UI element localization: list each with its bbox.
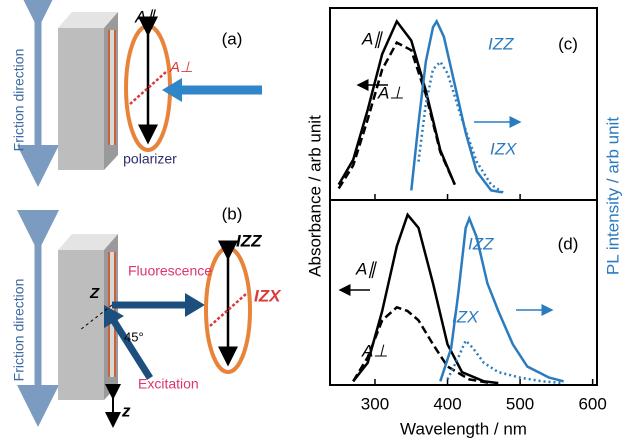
series-label: IZZ <box>468 234 494 253</box>
friction-label: Friction direction <box>11 49 27 152</box>
slab-front <box>58 250 104 400</box>
polarizer-label: polarizer <box>123 151 177 167</box>
excitation-label: Excitation <box>138 376 199 392</box>
x-tick-label: 400 <box>433 394 461 413</box>
z-lower-label: z <box>121 401 131 420</box>
diagram-b: Friction direction IZZ IZX Fluorescence … <box>11 204 282 426</box>
x-tick-label: 300 <box>361 394 389 413</box>
panel-label: (a) <box>222 29 243 48</box>
emission-head <box>185 293 205 317</box>
series-label: A⊥ <box>361 341 388 360</box>
diagram-a: Friction direction A∥ A⊥ polarizer (a) <box>11 7 262 180</box>
x-axis-label: Wavelength / nm <box>400 419 527 438</box>
series-label: A⊥ <box>377 83 404 102</box>
x-tick-label: 600 <box>578 394 606 413</box>
series-label: A∥ <box>355 259 377 278</box>
figure: Friction direction A∥ A⊥ polarizer (a) F… <box>0 0 629 441</box>
x-tick-label: 500 <box>506 394 534 413</box>
z-upper-label: Z <box>89 285 100 302</box>
panel-label: (b) <box>222 204 243 223</box>
slab-front <box>58 28 104 170</box>
perp-label: A⊥ <box>169 59 193 76</box>
panel-label: (d) <box>558 234 579 253</box>
incident-head <box>162 78 182 102</box>
plot-frame <box>330 8 597 385</box>
friction-label: Friction direction <box>11 279 27 382</box>
series-label: IZX <box>452 307 479 326</box>
zz-label: IZZ <box>236 231 262 250</box>
zx-label: IZX <box>254 286 282 305</box>
parallel-label: A∥ <box>134 7 156 26</box>
series-label: A∥ <box>361 29 383 48</box>
y2-axis-label: PL intensity / arb unit <box>603 117 622 275</box>
slab-grooves <box>108 30 116 145</box>
series-line <box>339 43 455 189</box>
series-line <box>339 21 455 184</box>
angle-label: 45° <box>124 329 144 344</box>
y-axis-label: Absorbance / arb unit <box>305 115 324 277</box>
series-label: IZZ <box>488 34 514 53</box>
fluorescence-label: Fluorescence <box>128 263 212 279</box>
series-line <box>419 62 506 194</box>
panel-label: (c) <box>558 34 578 53</box>
series-label: IZX <box>490 139 517 158</box>
